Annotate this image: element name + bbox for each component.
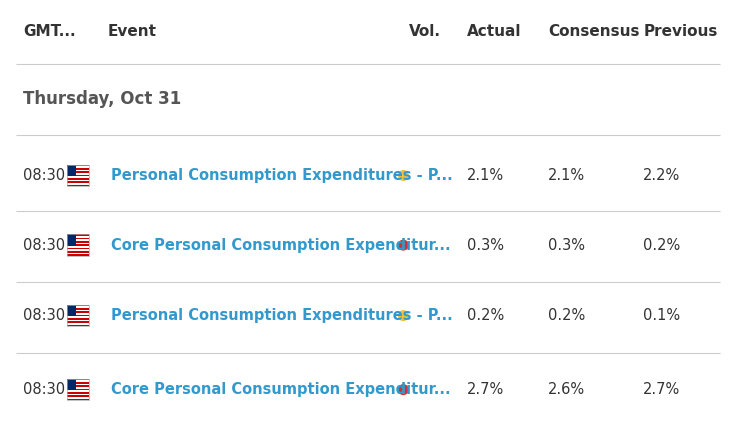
Text: 2.1%: 2.1% xyxy=(548,168,585,183)
Text: Core Personal Consumption Expenditur...: Core Personal Consumption Expenditur... xyxy=(112,237,451,253)
Bar xyxy=(67,244,89,246)
Bar xyxy=(67,389,89,390)
Bar xyxy=(67,241,89,243)
Bar xyxy=(67,170,89,171)
Ellipse shape xyxy=(398,311,408,321)
Bar xyxy=(67,236,89,237)
Text: Thursday, Oct 31: Thursday, Oct 31 xyxy=(24,90,182,108)
Bar xyxy=(67,175,89,177)
Text: Core Personal Consumption Expenditur...: Core Personal Consumption Expenditur... xyxy=(112,382,451,397)
Bar xyxy=(67,168,89,170)
Text: 08:30: 08:30 xyxy=(24,308,66,323)
Bar xyxy=(67,382,89,384)
Bar xyxy=(67,313,89,315)
Bar xyxy=(67,394,89,396)
Bar xyxy=(67,165,89,186)
Bar xyxy=(67,385,89,387)
Bar xyxy=(67,384,89,385)
Bar xyxy=(67,254,89,256)
Text: Previous: Previous xyxy=(643,25,718,39)
Bar xyxy=(67,308,89,310)
Text: 08:30: 08:30 xyxy=(24,237,66,253)
Bar xyxy=(67,317,89,318)
Bar xyxy=(67,234,89,236)
Bar xyxy=(67,399,89,400)
Bar xyxy=(67,165,76,177)
Bar xyxy=(67,246,89,247)
Bar xyxy=(67,249,89,251)
Bar xyxy=(67,320,89,321)
Ellipse shape xyxy=(398,171,408,180)
Bar xyxy=(67,390,89,392)
Bar xyxy=(67,165,89,166)
Bar xyxy=(67,237,89,239)
Bar xyxy=(67,177,89,178)
Bar xyxy=(67,379,89,380)
Bar xyxy=(67,247,89,249)
Bar xyxy=(67,392,89,394)
Bar xyxy=(67,234,89,256)
Ellipse shape xyxy=(398,240,408,250)
Text: GMT...: GMT... xyxy=(24,25,76,39)
Bar xyxy=(67,183,89,185)
Bar xyxy=(67,173,89,175)
Text: 0.3%: 0.3% xyxy=(467,237,504,253)
Text: Actual: Actual xyxy=(467,25,522,39)
Bar xyxy=(67,305,76,317)
Text: 0.3%: 0.3% xyxy=(548,237,585,253)
Bar xyxy=(67,181,89,183)
Bar xyxy=(67,323,89,325)
Bar xyxy=(67,325,89,326)
Text: 2.7%: 2.7% xyxy=(643,382,681,397)
Bar xyxy=(67,310,89,311)
Text: 08:30: 08:30 xyxy=(24,168,66,183)
Bar xyxy=(67,315,89,317)
Text: 0.2%: 0.2% xyxy=(643,237,681,253)
Bar xyxy=(67,379,89,400)
Text: 2.2%: 2.2% xyxy=(643,168,681,183)
Bar xyxy=(67,311,89,313)
Bar xyxy=(67,166,89,168)
Bar xyxy=(67,318,89,320)
Bar xyxy=(67,321,89,323)
Bar xyxy=(67,171,89,173)
Text: 0.2%: 0.2% xyxy=(467,308,505,323)
Bar xyxy=(67,243,89,244)
Bar xyxy=(67,234,76,246)
Bar xyxy=(67,239,89,241)
Ellipse shape xyxy=(398,385,408,394)
Bar xyxy=(67,180,89,181)
Bar xyxy=(67,307,89,308)
Text: Consensus: Consensus xyxy=(548,25,639,39)
Text: Vol.: Vol. xyxy=(409,25,440,39)
Text: 2.1%: 2.1% xyxy=(467,168,504,183)
Text: Personal Consumption Expenditures - P...: Personal Consumption Expenditures - P... xyxy=(112,168,453,183)
Bar xyxy=(67,305,89,307)
Bar xyxy=(67,178,89,180)
Bar xyxy=(67,387,89,389)
Text: Personal Consumption Expenditures - P...: Personal Consumption Expenditures - P... xyxy=(112,308,453,323)
Bar xyxy=(67,396,89,397)
Bar xyxy=(67,185,89,186)
Text: 0.2%: 0.2% xyxy=(548,308,585,323)
Bar xyxy=(67,380,89,382)
Text: Event: Event xyxy=(108,25,157,39)
Text: 08:30: 08:30 xyxy=(24,382,66,397)
Bar xyxy=(67,305,89,326)
Bar xyxy=(67,379,76,390)
Text: 0.1%: 0.1% xyxy=(643,308,681,323)
Text: 2.7%: 2.7% xyxy=(467,382,505,397)
Bar xyxy=(67,397,89,399)
Text: 2.6%: 2.6% xyxy=(548,382,585,397)
Bar xyxy=(67,251,89,253)
Bar xyxy=(67,253,89,254)
